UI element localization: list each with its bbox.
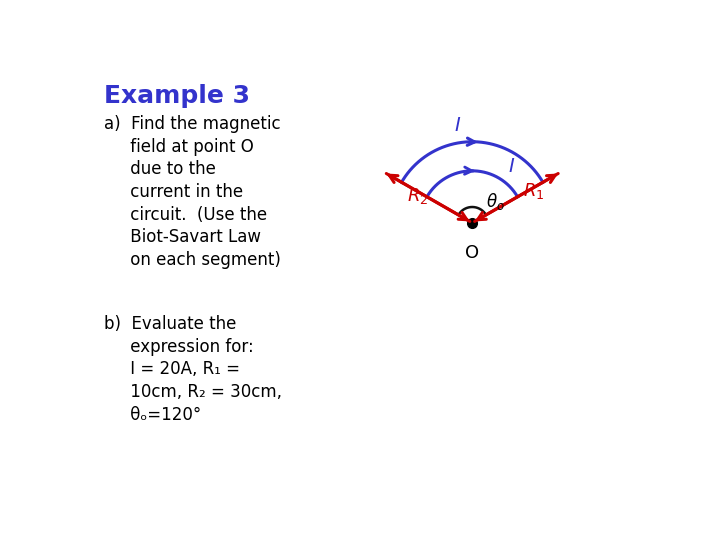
Text: $I$: $I$ — [454, 116, 462, 135]
Text: a)  Find the magnetic: a) Find the magnetic — [104, 115, 281, 133]
Text: expression for:: expression for: — [104, 338, 253, 356]
Text: circuit.  (Use the: circuit. (Use the — [104, 206, 267, 224]
Text: current in the: current in the — [104, 183, 243, 201]
Text: $R_1$: $R_1$ — [523, 180, 544, 200]
Text: on each segment): on each segment) — [104, 251, 281, 269]
Text: Example 3: Example 3 — [104, 84, 250, 108]
Text: O: O — [465, 245, 480, 262]
Text: field at point O: field at point O — [104, 138, 253, 156]
Text: θₒ=120°: θₒ=120° — [104, 406, 201, 424]
Text: due to the: due to the — [104, 160, 216, 178]
Text: 10cm, R₂ = 30cm,: 10cm, R₂ = 30cm, — [104, 383, 282, 401]
Text: b)  Evaluate the: b) Evaluate the — [104, 315, 236, 333]
Text: I = 20A, R₁ =: I = 20A, R₁ = — [104, 361, 240, 379]
Text: $R_2$: $R_2$ — [407, 186, 428, 206]
Text: $I$: $I$ — [508, 157, 515, 177]
Text: Biot-Savart Law: Biot-Savart Law — [104, 228, 261, 246]
Text: $\theta_o$: $\theta_o$ — [486, 191, 505, 212]
